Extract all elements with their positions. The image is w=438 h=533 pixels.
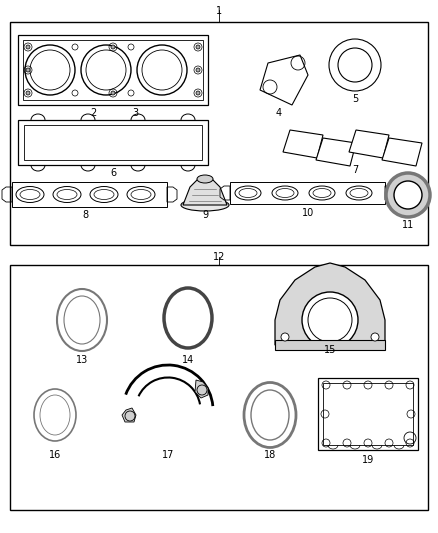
Circle shape [371,333,379,341]
Circle shape [111,45,115,49]
Polygon shape [316,138,356,166]
Circle shape [26,91,30,95]
Text: 9: 9 [202,210,208,220]
Polygon shape [283,130,323,158]
Text: 17: 17 [162,450,174,460]
Circle shape [302,292,358,348]
Bar [275,340,385,350]
Bar [323,383,413,445]
Bar [18,120,208,165]
Circle shape [125,411,135,421]
Bar [10,265,428,510]
Circle shape [308,298,352,342]
Polygon shape [183,177,227,205]
Text: 16: 16 [49,450,61,460]
Bar [18,35,208,105]
Circle shape [111,91,115,95]
Text: 7: 7 [352,165,358,175]
Bar [318,378,418,450]
Text: 14: 14 [182,355,194,365]
Text: 2: 2 [90,108,96,118]
Polygon shape [195,380,208,398]
Polygon shape [275,263,385,345]
Circle shape [26,68,30,72]
Circle shape [196,91,200,95]
Polygon shape [349,130,389,158]
Ellipse shape [197,175,213,183]
Circle shape [386,173,430,217]
Text: 18: 18 [264,450,276,460]
Text: 12: 12 [213,252,225,262]
Text: 19: 19 [362,455,374,465]
Bar [230,182,385,204]
Text: 6: 6 [110,168,116,178]
Text: 10: 10 [302,208,314,218]
Circle shape [196,45,200,49]
Text: 4: 4 [276,108,282,118]
Bar [24,125,202,160]
Text: 8: 8 [82,210,88,220]
Circle shape [197,385,207,395]
Text: 5: 5 [352,94,358,104]
Circle shape [394,181,422,209]
Bar [12,182,167,207]
Circle shape [26,45,30,49]
Ellipse shape [181,199,229,211]
Text: 1: 1 [216,6,222,16]
Text: 11: 11 [402,220,414,230]
Bar [10,22,428,245]
Text: 3: 3 [132,108,138,118]
Text: 13: 13 [76,355,88,365]
Text: 15: 15 [324,345,336,355]
Circle shape [281,333,289,341]
Bar [23,40,203,100]
Polygon shape [382,138,422,166]
Circle shape [196,68,200,72]
Polygon shape [122,408,136,422]
